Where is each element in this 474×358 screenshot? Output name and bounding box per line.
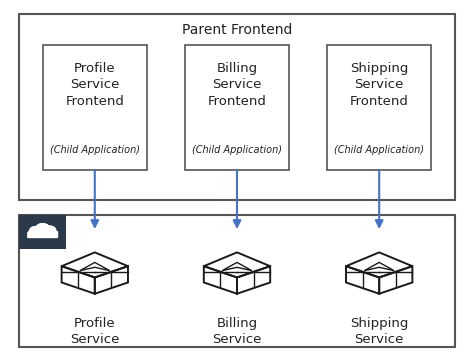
FancyBboxPatch shape <box>43 45 147 170</box>
Text: (Child Application): (Child Application) <box>334 145 424 155</box>
Text: Billing
Service: Billing Service <box>212 317 262 346</box>
FancyBboxPatch shape <box>19 215 455 347</box>
Text: Shipping
Service
Frontend: Shipping Service Frontend <box>350 62 409 108</box>
Text: Billing
Service
Frontend: Billing Service Frontend <box>208 62 266 108</box>
Circle shape <box>45 226 55 235</box>
FancyBboxPatch shape <box>185 45 289 170</box>
FancyBboxPatch shape <box>19 215 66 249</box>
Text: Profile
Service: Profile Service <box>70 317 119 346</box>
FancyBboxPatch shape <box>327 45 431 170</box>
Text: Shipping
Service: Shipping Service <box>350 317 409 346</box>
Text: Parent Frontend: Parent Frontend <box>182 23 292 37</box>
Circle shape <box>30 227 41 235</box>
Circle shape <box>36 224 50 234</box>
FancyBboxPatch shape <box>19 14 455 200</box>
Text: (Child Application): (Child Application) <box>192 145 282 155</box>
Text: (Child Application): (Child Application) <box>50 145 140 155</box>
Text: Profile
Service
Frontend: Profile Service Frontend <box>65 62 124 108</box>
Bar <box>28 232 57 237</box>
